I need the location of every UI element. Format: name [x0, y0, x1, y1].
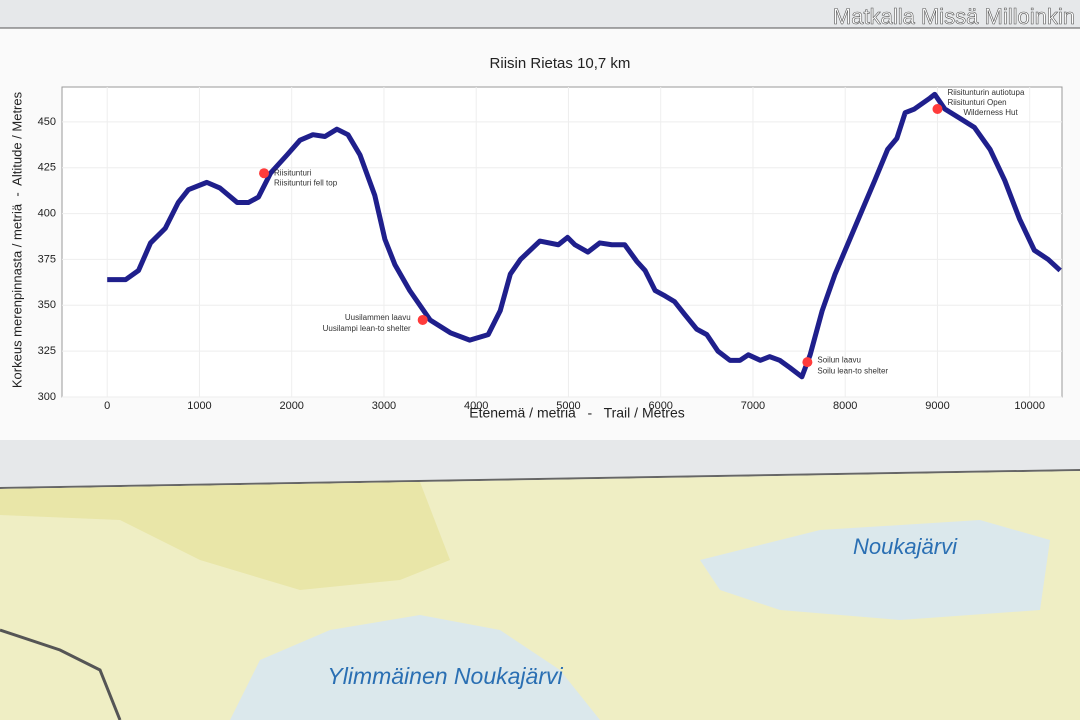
map-land [0, 482, 450, 590]
y-axis-label: Korkeus merenpinnasta / metriä - Altitud… [9, 91, 24, 388]
x-tick-label: 10000 [1014, 400, 1045, 412]
road [0, 628, 122, 720]
x-tick-label: 0 [104, 400, 110, 412]
x-tick-label: 7000 [741, 400, 765, 412]
waypoint [259, 168, 270, 179]
y-tick-label: 375 [38, 253, 56, 265]
waypoint-label: Riisitunturi [274, 168, 312, 177]
y-tick-label: 400 [38, 207, 56, 219]
waypoint-label: Uusilammen laavu [345, 313, 411, 322]
x-tick-label: 8000 [833, 400, 857, 412]
y-tick-label: 300 [38, 391, 56, 403]
x-tick-label: 5000 [556, 400, 580, 412]
x-tick-label: 9000 [925, 400, 949, 412]
x-tick-label: 4000 [464, 400, 488, 412]
waypoint [932, 104, 943, 115]
lake-label: Noukajärvi [853, 534, 958, 559]
waypoint-label: Wilderness Hut [963, 108, 1018, 117]
waypoint-label: Riisitunturi Open [947, 98, 1006, 107]
y-tick-label: 325 [38, 345, 56, 357]
waypoint-label: Riisitunturin autiotupa [947, 88, 1024, 97]
waypoint-label: Soilun laavu [817, 355, 861, 364]
map-edge [0, 469, 1080, 489]
elevation-line [107, 91, 1062, 380]
lake-label: Ylimmäinen Noukajärvi [327, 663, 563, 689]
plot: 300 325 350 375 400 425 450 0 1000 2000 3000 4000 50… [38, 87, 1062, 412]
x-tick-label: 1000 [187, 400, 211, 412]
waypoint-label: Riisitunturi fell top [274, 178, 338, 187]
waypoint-label: Uusilampi lean-to shelter [323, 324, 411, 333]
y-tick-label: 350 [38, 299, 56, 311]
y-tick-label: 450 [38, 116, 56, 128]
x-tick-label: 6000 [648, 400, 672, 412]
lake [230, 615, 600, 720]
watermark: Matkalla Missä Milloinkin [833, 4, 1075, 29]
waypoint [802, 357, 813, 368]
x-tick-label: 2000 [279, 400, 303, 412]
x-tick-label: 3000 [372, 400, 396, 412]
waypoint-label: Soilu lean-to shelter [817, 366, 888, 375]
y-tick-label: 425 [38, 162, 56, 174]
x-axis-label: Etenemä / metriä - Trail / Metres [469, 405, 685, 421]
lake [700, 520, 1050, 620]
waypoint [417, 314, 428, 325]
chart-title: Riisin Rietas 10,7 km [490, 55, 631, 72]
